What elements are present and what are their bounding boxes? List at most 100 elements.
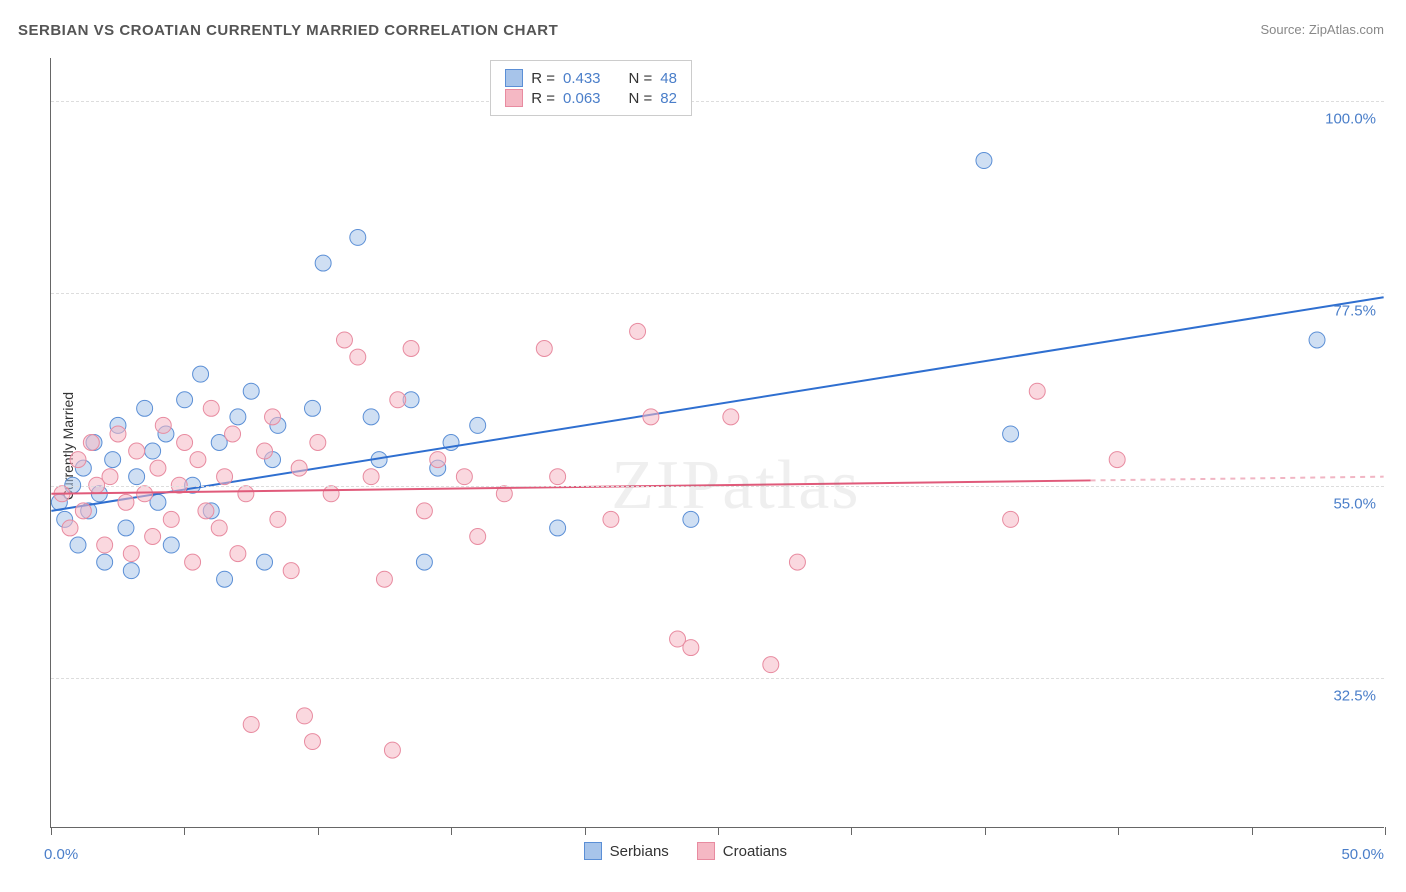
chart-title: SERBIAN VS CROATIAN CURRENTLY MARRIED CO… [18, 22, 558, 39]
legend-row: R =0.433N =48 [505, 69, 677, 87]
data-point [384, 742, 400, 758]
data-point [350, 229, 366, 245]
data-point [145, 528, 161, 544]
data-point [376, 571, 392, 587]
data-point [118, 520, 134, 536]
data-point [137, 400, 153, 416]
data-point [416, 554, 432, 570]
data-point [416, 503, 432, 519]
legend-r-label: R = [531, 90, 555, 107]
data-point [177, 435, 193, 451]
x-tick-label: 50.0% [1341, 846, 1384, 863]
data-point [193, 366, 209, 382]
data-point [536, 341, 552, 357]
data-point [336, 332, 352, 348]
data-point [123, 563, 139, 579]
series-legend-label: Serbians [610, 843, 669, 860]
data-point [310, 435, 326, 451]
data-point [976, 153, 992, 169]
x-tick [184, 827, 185, 835]
data-point [105, 452, 121, 468]
y-tick-label: 55.0% [1333, 495, 1376, 512]
data-point [470, 417, 486, 433]
data-point [70, 537, 86, 553]
chart-container: SERBIAN VS CROATIAN CURRENTLY MARRIED CO… [0, 0, 1406, 892]
data-point [643, 409, 659, 425]
legend-n-value: 82 [660, 90, 677, 107]
data-point [723, 409, 739, 425]
data-point [297, 708, 313, 724]
data-point [283, 563, 299, 579]
legend-row: R =0.063N =82 [505, 89, 677, 107]
legend-n-label: N = [629, 70, 653, 87]
series-legend-item: Serbians [584, 842, 669, 860]
data-point [70, 452, 86, 468]
data-point [185, 554, 201, 570]
data-point [363, 469, 379, 485]
data-point [550, 520, 566, 536]
legend-swatch [697, 842, 715, 860]
data-point [1309, 332, 1325, 348]
data-point [118, 494, 134, 510]
trend-line [51, 480, 1090, 493]
data-point [150, 460, 166, 476]
data-point [217, 571, 233, 587]
x-tick [585, 827, 586, 835]
data-point [270, 511, 286, 527]
data-point [145, 443, 161, 459]
data-point [177, 392, 193, 408]
data-point [217, 469, 233, 485]
data-point [97, 537, 113, 553]
data-point [683, 511, 699, 527]
gridline [51, 678, 1384, 679]
gridline [51, 293, 1384, 294]
data-point [203, 400, 219, 416]
y-tick-label: 100.0% [1325, 110, 1376, 127]
data-point [683, 640, 699, 656]
legend-n-value: 48 [660, 70, 677, 87]
x-tick [1118, 827, 1119, 835]
gridline [51, 101, 1384, 102]
data-point [129, 443, 145, 459]
data-point [243, 383, 259, 399]
data-point [225, 426, 241, 442]
data-point [390, 392, 406, 408]
data-point [198, 503, 214, 519]
source-attribution: Source: ZipAtlas.com [1260, 22, 1384, 37]
legend-n-label: N = [629, 90, 653, 107]
legend-swatch [584, 842, 602, 860]
x-tick [1252, 827, 1253, 835]
legend-swatch [505, 69, 523, 87]
data-point [110, 426, 126, 442]
x-tick [451, 827, 452, 835]
data-point [550, 469, 566, 485]
gridline [51, 486, 1384, 487]
source-name: ZipAtlas.com [1309, 22, 1384, 37]
series-legend-item: Croatians [697, 842, 787, 860]
data-point [763, 657, 779, 673]
data-point [363, 409, 379, 425]
data-point [350, 349, 366, 365]
data-point [305, 400, 321, 416]
data-point [305, 734, 321, 750]
source-prefix: Source: [1260, 22, 1308, 37]
data-point [456, 469, 472, 485]
data-point [1003, 511, 1019, 527]
series-legend: Serbians Croatians [584, 842, 787, 860]
data-point [230, 546, 246, 562]
data-point [430, 452, 446, 468]
data-point [243, 716, 259, 732]
x-tick [1385, 827, 1386, 835]
data-point [1109, 452, 1125, 468]
data-point [129, 469, 145, 485]
data-point [62, 520, 78, 536]
legend-r-label: R = [531, 70, 555, 87]
data-point [603, 511, 619, 527]
data-point [163, 511, 179, 527]
x-tick [985, 827, 986, 835]
series-legend-label: Croatians [723, 843, 787, 860]
data-point [155, 417, 171, 433]
data-point [470, 528, 486, 544]
data-point [1029, 383, 1045, 399]
x-tick [718, 827, 719, 835]
